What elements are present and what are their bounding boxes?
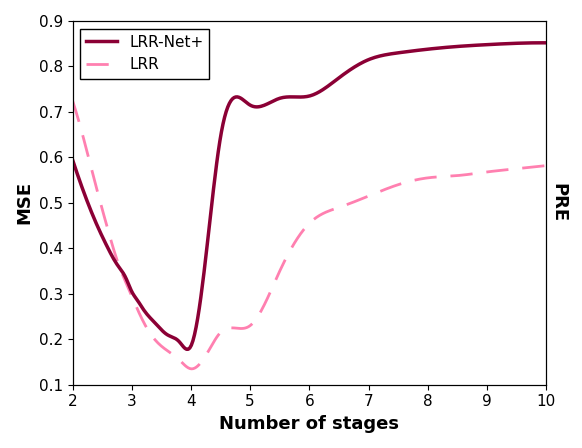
LRR: [360, 195, 367, 201]
Y-axis label: PRE: PRE: [549, 183, 567, 222]
Legend: LRR-Net+, LRR: LRR-Net+, LRR: [80, 29, 210, 78]
Y-axis label: MSE: MSE: [15, 181, 33, 224]
LRR: [470, 171, 477, 177]
LRR-Net+: [69, 157, 76, 162]
LRR: [70, 103, 77, 108]
X-axis label: Number of stages: Number of stages: [219, 415, 399, 433]
LRR: [188, 366, 195, 371]
LRR-Net+: [360, 59, 367, 65]
LRR-Net+: [542, 40, 549, 46]
LRR-Net+: [70, 162, 77, 167]
LRR-Net+: [538, 40, 545, 46]
LRR-Net+: [500, 41, 507, 47]
LRR: [69, 98, 76, 103]
LRR: [542, 163, 549, 168]
LRR-Net+: [470, 43, 477, 48]
Line: LRR: LRR: [73, 100, 546, 369]
Line: LRR-Net+: LRR-Net+: [73, 43, 546, 349]
LRR-Net+: [351, 65, 358, 70]
LRR: [500, 168, 507, 173]
LRR-Net+: [353, 63, 360, 69]
LRR: [351, 199, 358, 204]
LRR-Net+: [183, 347, 190, 352]
LRR: [353, 198, 360, 204]
